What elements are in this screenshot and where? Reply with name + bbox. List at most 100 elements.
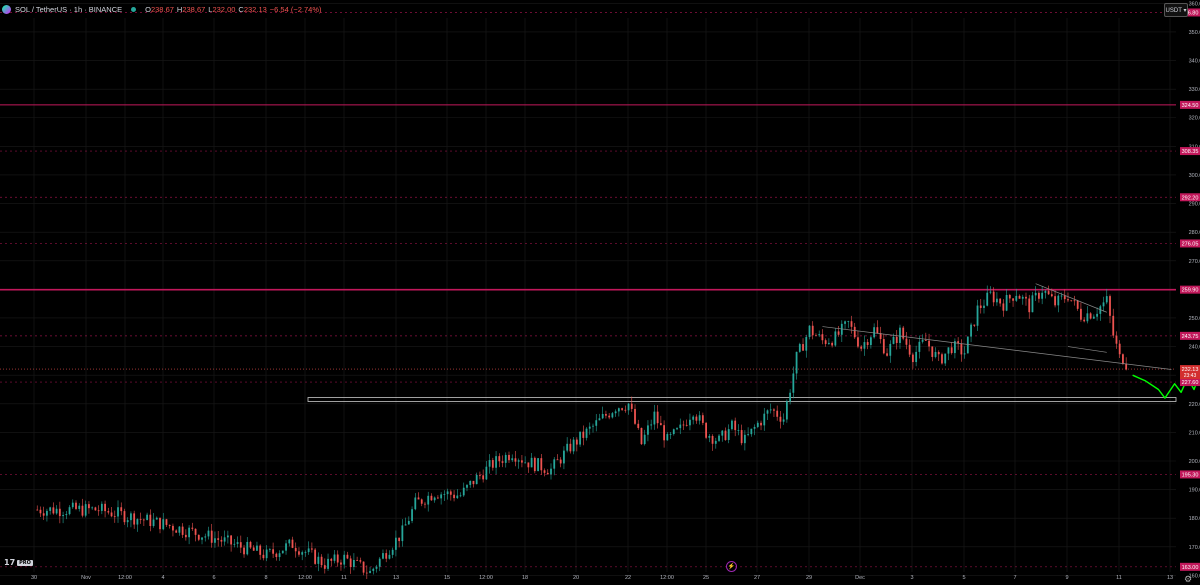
candle-body-142 [491,460,494,468]
candle-body-138 [479,474,481,476]
candle-body-297 [992,291,995,303]
candle-body-26 [117,507,119,517]
candle-body-140 [485,466,488,480]
x-tick-label-23: 11 [1116,575,1122,581]
candle-body-248 [834,331,837,346]
candle-body-300 [1002,303,1005,311]
candle-body-174 [595,420,598,426]
candle-body-249 [837,331,840,335]
candle-body-334 [1112,315,1115,336]
candle-body-256 [860,346,863,349]
candle-body-133 [462,487,465,496]
replay-icon[interactable]: ⚡ [726,561,737,572]
wedge-upper-line [1035,283,1107,313]
y-tick-label-17: 330.00 [1189,87,1200,93]
candle-body-90 [323,565,326,569]
y-tick-label-6: 220.00 [1189,402,1200,408]
candle-body-63 [236,542,239,544]
symbol-title[interactable]: SOL / TetherUS · 1h · BINANCE [15,4,123,14]
candle-body-35 [146,514,148,521]
candle-body-253 [850,321,853,327]
candle-body-212 [718,435,720,441]
candle-body-150 [517,460,520,462]
candle-body-21 [100,503,103,511]
candle-body-60 [226,535,229,538]
candle-body-118 [414,497,417,510]
candle-body-111 [391,549,394,555]
candle-body-158 [543,470,546,473]
candle-body-244 [821,334,824,341]
candle-body-78 [285,543,287,551]
candle-body-76 [278,553,281,558]
price-badge-4 [1180,239,1200,248]
candle-body-316 [1054,296,1056,306]
candle-body-36 [149,514,152,527]
candle-body-19 [94,507,97,511]
candle-body-231 [779,416,782,422]
candle-body-144 [498,456,501,462]
candle-body-282 [944,353,947,364]
candle-body-207 [701,415,704,423]
candle-body-306 [1021,296,1024,299]
candle-body-275 [921,340,924,342]
candle-body-30 [130,513,132,521]
candle-body-2 [39,509,42,514]
gear-icon[interactable]: ⚙ [1184,574,1193,584]
price-badge-label-7: 227.60 [1182,380,1199,386]
candle-body-202 [685,424,688,426]
candle-body-201 [682,424,685,426]
candle-body-331 [1102,302,1105,307]
candle-body-65 [243,547,245,555]
candle-body-62 [233,543,236,545]
candle-body-235 [792,373,795,393]
candle-body-335 [1115,335,1118,344]
candle-body-178 [608,415,611,418]
x-tick-label-9: 15 [444,575,450,581]
candle-body-330 [1099,306,1102,314]
candle-body-33 [139,519,142,520]
candle-body-223 [753,426,756,429]
candle-body-333 [1109,296,1111,316]
candle-body-337 [1122,354,1124,364]
candle-body-95 [340,562,342,565]
candle-body-222 [750,428,753,435]
candle-body-317 [1057,295,1060,306]
candle-body-229 [773,409,775,411]
candle-body-291 [973,324,976,326]
candle-body-213 [721,430,724,436]
candle-body-243 [818,334,821,336]
candle-body-210 [711,435,714,444]
candle-body-29 [126,520,129,523]
candle-body-164 [563,450,565,464]
candle-body-175 [598,418,601,421]
currency-selector[interactable]: USDT ▾ [1164,3,1188,17]
price-badge-label-2: 308.35 [1182,149,1199,155]
candle-body-110 [388,554,391,559]
candle-body-304 [1015,295,1018,301]
x-tick-label-21: 7 [1013,575,1016,581]
y-tick-label-11: 270.00 [1189,259,1200,265]
candle-body-77 [281,550,284,554]
candle-body-274 [918,341,921,352]
candle-body-58 [220,539,223,542]
candle-body-324 [1080,308,1082,320]
candle-body-326 [1086,313,1089,322]
x-tick-label-20: 5 [962,575,965,581]
candle-body-126 [440,494,443,499]
candle-body-67 [249,541,252,548]
candle-body-270 [905,338,908,345]
candle-body-94 [336,554,339,563]
candle-body-124 [433,497,436,501]
candle-body-177 [605,413,607,416]
candle-body-127 [443,494,446,495]
candle-body-161 [553,459,556,469]
candle-body-153 [527,462,530,468]
candle-body-322 [1073,300,1076,302]
candle-body-79 [288,539,291,544]
candle-body-156 [537,458,539,472]
candle-body-264 [886,353,888,356]
candle-body-286 [957,341,960,344]
tradingview-logo[interactable]: 17 PRO [4,558,33,567]
candle-body-75 [275,553,278,558]
